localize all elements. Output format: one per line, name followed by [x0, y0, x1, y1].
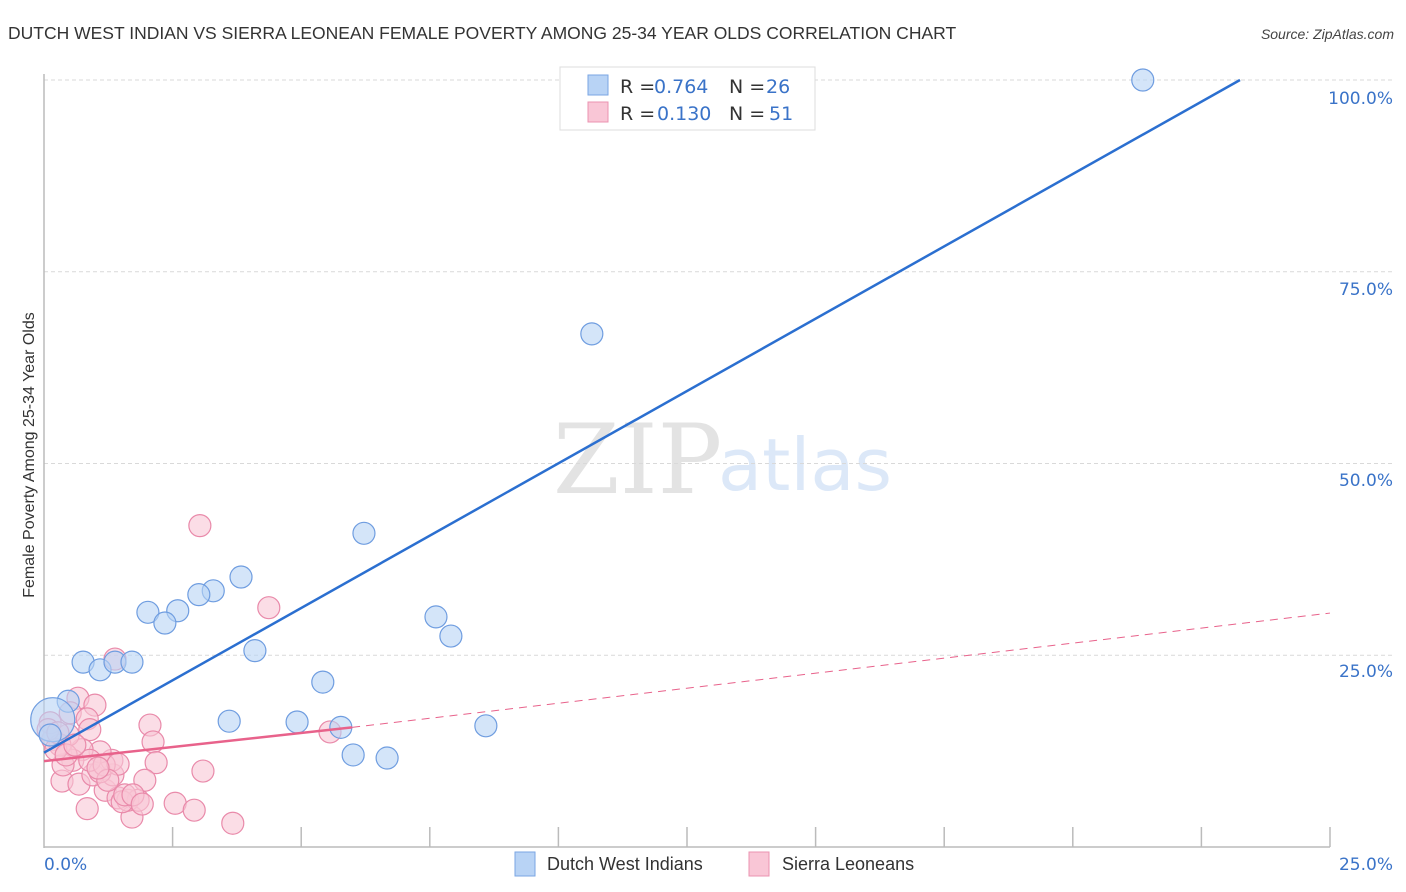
y-tick-25: 25.0%	[1339, 662, 1393, 682]
legend-n-label-pink: N =	[729, 103, 765, 125]
source-label: Source: ZipAtlas.com	[1261, 26, 1394, 42]
data-point	[221, 811, 245, 835]
data-point	[191, 759, 215, 783]
data-point	[229, 565, 253, 589]
data-point	[580, 322, 604, 346]
data-point	[439, 624, 463, 648]
data-point	[63, 733, 87, 757]
data-point	[424, 605, 448, 629]
data-point	[188, 514, 212, 538]
data-point	[187, 583, 211, 607]
bottom-legend-label-blue: Dutch West Indians	[547, 854, 703, 874]
trend-lines	[43, 78, 1331, 763]
series-sierra-leoneans-points	[36, 514, 342, 835]
legend-r-value-blue: 0.764	[654, 76, 708, 98]
data-point	[75, 797, 99, 821]
data-point	[311, 670, 335, 694]
data-point	[257, 596, 281, 620]
series-legend: Dutch West Indians Sierra Leoneans	[514, 851, 914, 877]
x-axis-ticks	[171, 827, 1331, 847]
trend-line-sierra-leoneans-extension	[352, 612, 1331, 728]
legend-r-label-pink: R =	[620, 103, 655, 125]
bottom-legend-swatch-pink	[748, 851, 770, 877]
data-point	[341, 743, 365, 767]
data-point	[144, 751, 168, 775]
data-point	[1131, 68, 1155, 92]
data-point	[474, 714, 498, 738]
data-point	[375, 746, 399, 770]
y-tick-50: 50.0%	[1339, 471, 1393, 491]
legend-swatch-pink	[587, 101, 609, 123]
data-point	[120, 650, 144, 674]
y-tick-100: 100.0%	[1328, 89, 1393, 109]
watermark-atlas: atlas	[718, 423, 892, 507]
data-point	[38, 723, 62, 747]
trend-line-sierra-leoneans	[43, 726, 353, 763]
legend-r-value-pink: 0.130	[657, 103, 711, 125]
chart-title: DUTCH WEST INDIAN VS SIERRA LEONEAN FEMA…	[8, 23, 956, 43]
legend-n-value-blue: 26	[766, 76, 790, 98]
legend-r-label-blue: R =	[620, 76, 655, 98]
data-point	[86, 756, 110, 780]
data-point	[130, 792, 154, 816]
data-point	[243, 639, 267, 663]
legend-n-label-blue: N =	[729, 76, 765, 98]
y-axis-title: Female Poverty Among 25-34 Year Olds	[21, 312, 38, 598]
bottom-legend-swatch-blue	[514, 851, 536, 877]
watermark-zip: ZIP	[553, 404, 722, 516]
x-tick-max: 25.0%	[1339, 855, 1393, 875]
data-point	[153, 611, 177, 635]
x-tick-min: 0.0%	[44, 855, 87, 875]
y-tick-75: 75.0%	[1339, 280, 1393, 300]
series-dutch-west-indians-points	[30, 68, 1155, 770]
bottom-legend-label-pink: Sierra Leoneans	[782, 854, 914, 874]
legend-n-value-pink: 51	[769, 103, 793, 125]
legend-swatch-blue	[587, 74, 609, 96]
data-point	[182, 798, 206, 822]
trend-line-dutch-west-indians	[43, 78, 1241, 754]
data-point	[285, 710, 309, 734]
stats-legend: R = 0.764 N = 26 R = 0.130 N = 51	[559, 66, 816, 131]
data-point	[352, 521, 376, 545]
data-point	[217, 709, 241, 733]
data-point	[136, 600, 160, 624]
